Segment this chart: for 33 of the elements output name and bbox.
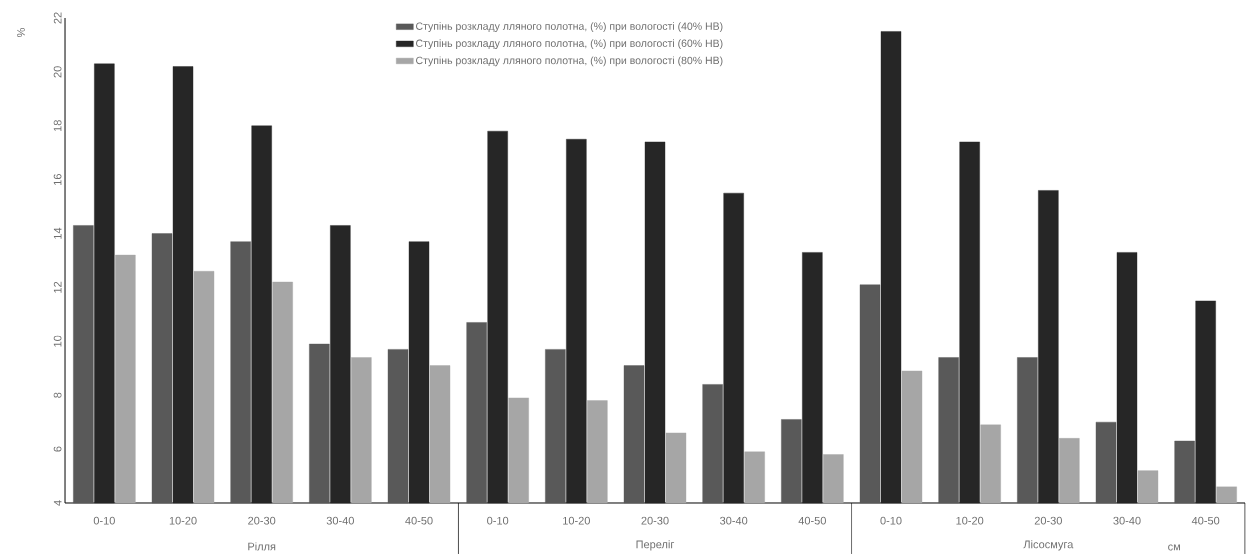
text: Переліг bbox=[636, 540, 675, 551]
y-tick-label: 14 bbox=[53, 227, 62, 239]
x-tick-label: 10-20 bbox=[956, 516, 984, 525]
x-tick-label: 10-20 bbox=[563, 516, 590, 525]
y-tick-label: 12 bbox=[53, 281, 62, 293]
x-tick-label: 20-30 bbox=[641, 516, 669, 525]
y-tick-label: 18 bbox=[53, 120, 62, 132]
text: Рілля bbox=[248, 542, 276, 551]
x-tick-label: 40-50 bbox=[1191, 516, 1220, 525]
legend-label: Ступінь розкладу лляного полотна, (%) при вологості (60% НВ) bbox=[416, 39, 723, 50]
x-tick-label: 20-30 bbox=[248, 516, 276, 525]
x-tick-label: 30-40 bbox=[720, 516, 748, 525]
y-tick-label: 8 bbox=[53, 392, 62, 398]
y-tick-label: 22 bbox=[53, 12, 62, 24]
text: см bbox=[1168, 544, 1180, 551]
x-tick-label: 40-50 bbox=[405, 516, 433, 525]
y-tick-label: 10 bbox=[53, 335, 62, 347]
y-tick-label: 20 bbox=[53, 66, 62, 78]
y-tick-label: 6 bbox=[53, 446, 62, 452]
y-axis-title: % bbox=[17, 28, 25, 38]
y-tick-label: 16 bbox=[53, 174, 62, 185]
x-tick-label: 30-40 bbox=[1113, 516, 1141, 525]
x-tick-label: 40-50 bbox=[798, 516, 826, 525]
x-tick-label: 0-10 bbox=[880, 516, 902, 525]
x-tick-label: 30-40 bbox=[326, 516, 354, 525]
legend-label: Ступінь розкладу лляного полотна, (%) при вологості (80% НВ) bbox=[416, 56, 723, 67]
text: Лісосмуга bbox=[1023, 540, 1074, 551]
legend-label: Ступінь розкладу лляного полотна, (%) при вологості (40% НВ) bbox=[416, 22, 723, 32]
x-tick-label: 0-10 bbox=[93, 516, 115, 525]
y-tick-label: 4 bbox=[53, 500, 62, 506]
x-tick-label: 0-10 bbox=[487, 516, 509, 525]
x-tick-label: 10-20 bbox=[169, 516, 197, 525]
x-tick-label: 20-30 bbox=[1034, 516, 1062, 525]
